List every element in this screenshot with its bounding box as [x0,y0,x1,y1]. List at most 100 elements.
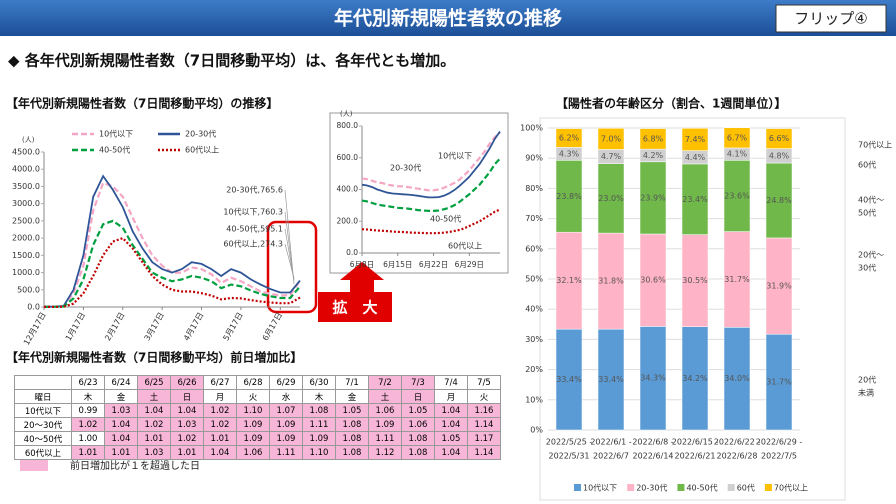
zoom-label-box [318,292,392,322]
line-series [361,208,501,235]
bar-segment [639,128,667,150]
y-tick-label: 90% [525,154,543,163]
value-label: 34.3% [640,374,666,383]
ratio-cell: 1.16 [467,403,501,418]
ratio-cell: 1.10 [236,403,270,418]
value-label: 33.4% [598,375,624,384]
x-tick-label: 2022/6/8 - [632,438,673,447]
weekday-cell: 水 [269,389,303,404]
ratio-cell: 1.00 [71,431,105,446]
line-series [44,174,301,308]
side-label: 30代 [858,263,876,273]
bar-segment [681,128,709,151]
series-label: 40-50代 [430,214,461,224]
ratio-cell: 1.02 [170,431,204,446]
legend-label: 20-30代 [185,129,216,139]
weekday-row: 曜日木金土日月火水木金土日月火 [14,389,501,404]
value-label: 24.8% [766,196,792,205]
x-tick-label: 2022/6/14 [632,452,673,461]
x-tick-label: 6月15日 [383,260,412,269]
value-label: 4.2% [643,151,664,160]
legend-swatch [574,484,581,491]
ratio-cell: 1.03 [137,445,171,460]
weekday-cell: 月 [434,389,468,404]
date-cell: 7/2 [368,375,402,390]
leader-line [284,243,295,279]
x-tick-label: 2022/6/29 - [756,438,803,447]
series-label: 60代以上 [448,241,482,251]
x-tick-label: 6月22日 [419,260,448,269]
side-label: 50代 [858,208,876,218]
y-tick-label: 10% [525,395,543,404]
value-label: 6.8% [643,134,664,143]
bar-segment [681,234,709,327]
ratio-cell: 1.04 [104,417,138,432]
x-tick-label: 4月17日 [182,311,205,343]
y-unit: (人) [340,110,353,118]
x-tick-label: 5月17日 [221,311,244,343]
ratio-cell: 1.01 [104,445,138,460]
bar-segment [765,334,793,431]
y-tick-label: 0% [530,426,543,435]
line-series [44,236,301,308]
annotation: 10代以下,760.3 [223,207,283,217]
header-bar [0,0,896,36]
side-label: 60代 [858,160,876,170]
header-title: 年代別新規陽性者数の推移 [334,7,562,30]
x-tick-label: 2022/6/7 [593,452,629,461]
legend-label: 70代以上 [774,483,808,493]
y-tick-label: 4500.0 [12,148,40,157]
row-header: 曜日 [14,389,72,404]
annotation: 40-50代,595.1 [226,224,283,234]
y-tick-label: 400.0 [337,185,359,194]
ratio-cell: 1.09 [368,417,402,432]
ratio-cell: 1.05 [434,431,468,446]
legend-swatch [627,484,635,491]
ratio-cell: 1.06 [236,445,270,460]
zoom-highlight [266,220,318,314]
value-label: 32.1% [556,276,582,285]
ratio-cell: 1.07 [269,403,303,418]
annotation: 60代以上,274.3 [223,239,283,249]
legend-swatch [764,484,772,491]
ratio-cell: 1.08 [302,403,336,418]
x-tick-label: 2022/5/31 [548,452,589,461]
data-row: 20～30代 1.02 1.04 1.02 1.03 1.02 1.09 1.09 1.11 1.… [14,417,501,432]
bar-segment [555,128,583,148]
value-label: 34.0% [724,374,750,383]
x-tick-label: 2022/7/5 [761,452,797,461]
series-label: 10代以下 [438,151,472,161]
ratio-cell: 1.01 [71,445,105,460]
x-tick-label: 6月29日 [455,260,484,269]
date-cell: 7/3 [401,375,435,390]
y-tick-label: 100% [520,124,543,133]
date-cell: 7/4 [434,375,468,390]
table-title: 【年代別新規陽性者数（7日間移動平均）前日増加比】 [6,350,302,365]
y-tick-label: 500.0 [17,285,40,294]
value-label: 30.5% [682,276,708,285]
weekday-cell: 金 [104,389,138,404]
value-label: 34.2% [682,374,708,383]
x-tick-label: 6月17日 [261,311,284,343]
value-label: 23.6% [724,191,750,200]
ratio-cell: 1.05 [401,403,435,418]
bar-segment [597,232,625,330]
legend-label: 60代 [737,483,755,493]
ratio-cell: 1.04 [137,403,171,418]
side-label: 70代以上 [858,140,892,150]
y-tick-label: 800.0 [337,121,359,130]
side-label: 40代～ [858,195,884,205]
bar-segment [723,231,751,328]
value-label: 7.4% [685,135,706,144]
legend-label: 10代以下 [583,483,617,493]
table-note: 前日増加比が１を超過した日 [70,459,200,472]
ratio-cell: 1.04 [203,445,237,460]
ratio-cell: 1.10 [302,445,336,460]
weekday-cell: 火 [467,389,501,404]
date-cell: 6/29 [269,375,303,390]
value-label: 33.4% [556,375,582,384]
ratio-cell: 1.06 [368,403,402,418]
ratio-cell: 1.04 [170,403,204,418]
